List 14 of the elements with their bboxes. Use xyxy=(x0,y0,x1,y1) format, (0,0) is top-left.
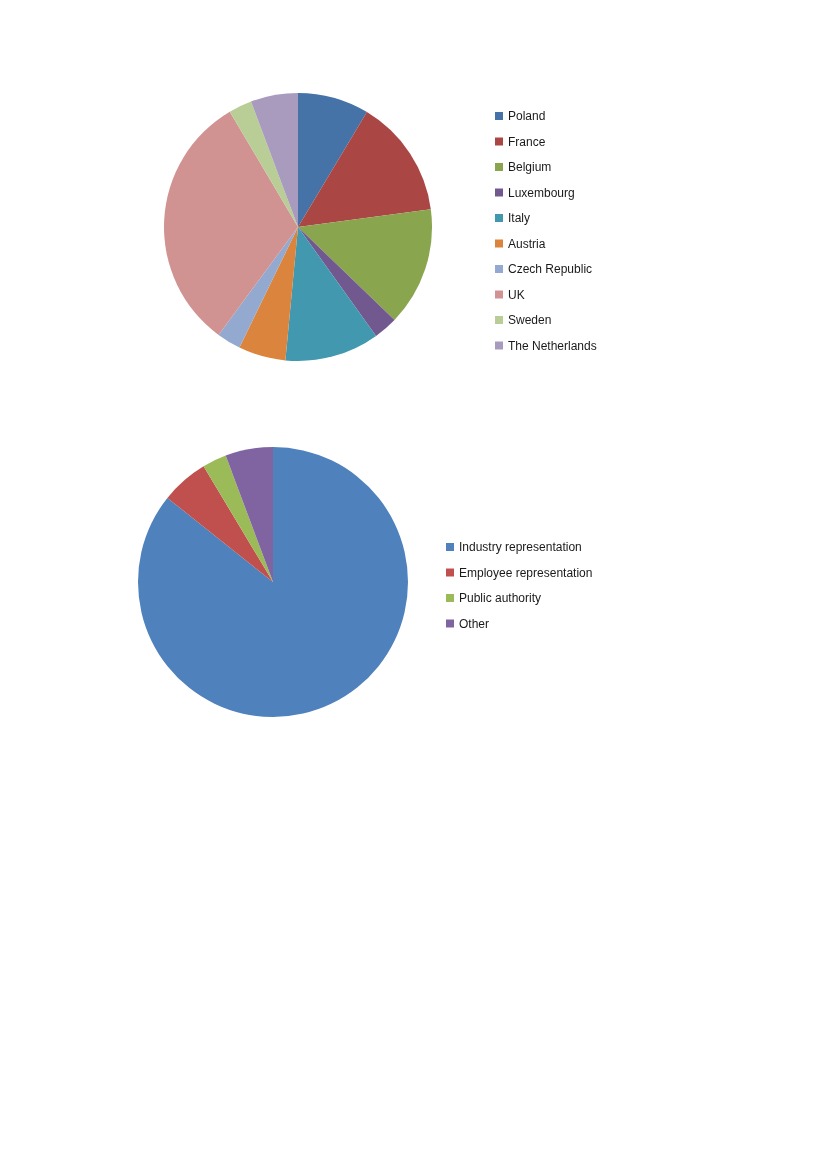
legend-label: Industry representation xyxy=(459,540,582,554)
legend-label: Employee representation xyxy=(459,565,593,580)
legend-label: Czech Republic xyxy=(508,262,593,276)
legend-label: Public authority xyxy=(459,591,542,605)
legend-label: Poland xyxy=(508,109,546,123)
legend-label: Italy xyxy=(508,211,531,225)
legend-label: The Netherlands xyxy=(508,338,597,353)
legend-label: Luxembourg xyxy=(508,185,575,200)
legend-label: Austria xyxy=(508,236,546,251)
legend-label: Other xyxy=(459,616,490,631)
legend-label: UK xyxy=(508,287,525,302)
legend-label: Belgium xyxy=(508,160,552,174)
legend-label: Sweden xyxy=(508,313,552,327)
legend-label: France xyxy=(508,134,546,149)
